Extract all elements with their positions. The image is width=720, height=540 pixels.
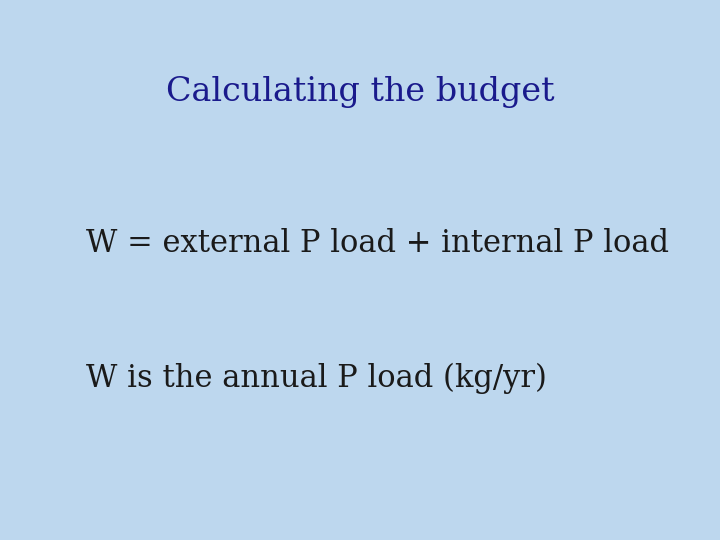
Text: W is the annual P load (kg/yr): W is the annual P load (kg/yr) <box>86 362 547 394</box>
Text: Calculating the budget: Calculating the budget <box>166 76 554 108</box>
Text: W = external P load + internal P load: W = external P load + internal P load <box>86 227 670 259</box>
